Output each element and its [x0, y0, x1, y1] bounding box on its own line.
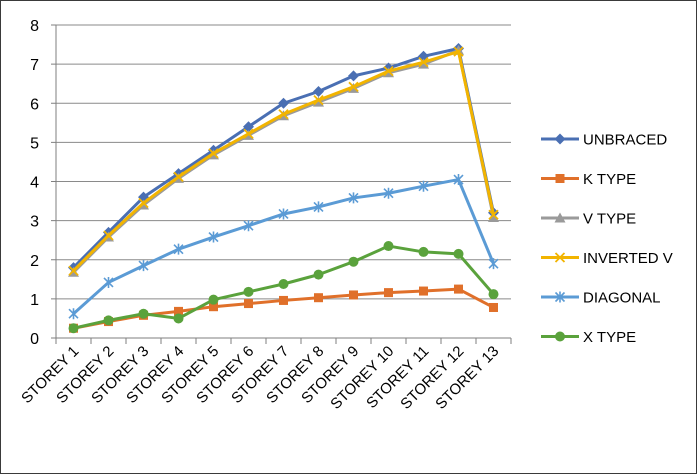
triangle-marker — [554, 212, 566, 223]
star-marker — [348, 192, 359, 204]
series-line-inverted-v — [72, 50, 495, 272]
circle-marker — [208, 294, 219, 305]
series-line-v-type — [72, 48, 495, 274]
x-marker — [138, 197, 149, 209]
y-tick-label: 3 — [30, 214, 39, 231]
star-marker — [278, 208, 289, 220]
series-unbraced — [68, 42, 499, 274]
star-marker — [208, 231, 219, 243]
circle-marker — [278, 279, 289, 290]
square-marker — [555, 174, 565, 183]
circle-marker — [173, 313, 184, 324]
series-inverted-v — [68, 46, 499, 276]
star-marker — [488, 258, 499, 270]
x-marker — [208, 148, 219, 159]
x-marker — [173, 171, 184, 182]
y-tick-label: 1 — [30, 292, 39, 309]
circle-marker — [103, 315, 114, 326]
series-line-unbraced — [72, 46, 495, 269]
legend-item-v-type: V TYPE — [541, 211, 636, 228]
x-marker — [348, 81, 359, 92]
x-marker — [554, 252, 566, 263]
triangle-marker — [488, 211, 499, 222]
gridlines — [56, 24, 511, 300]
star-marker — [173, 243, 184, 255]
series-line-diagonal — [72, 178, 495, 315]
circle-marker — [68, 323, 79, 334]
star-marker — [418, 180, 429, 192]
series-x-type — [68, 241, 499, 334]
star-marker — [554, 291, 566, 303]
square-marker — [419, 286, 428, 296]
star-marker — [383, 187, 394, 199]
y-tick-label: 5 — [30, 135, 39, 152]
x-marker — [418, 57, 429, 68]
x-marker — [488, 209, 499, 220]
series-lines — [68, 42, 499, 334]
star-marker — [453, 174, 464, 186]
legend-item-inverted-v: INVERTED V — [541, 250, 673, 267]
y-tick-label: 7 — [30, 57, 39, 74]
star-marker — [313, 201, 324, 213]
diamond-marker — [278, 97, 289, 109]
series-v-type — [68, 44, 499, 277]
legend-label: INVERTED V — [583, 250, 673, 267]
x-marker — [278, 109, 289, 120]
diamond-marker — [554, 133, 566, 145]
circle-marker — [138, 308, 149, 319]
diamond-marker — [348, 70, 359, 82]
x-marker — [453, 46, 464, 57]
square-marker — [314, 293, 323, 303]
star-marker — [68, 308, 79, 320]
circle-marker — [418, 246, 429, 257]
legend-label: V TYPE — [583, 211, 636, 228]
square-marker — [384, 288, 393, 298]
x-marker — [313, 94, 324, 106]
square-marker — [209, 302, 218, 312]
square-marker — [174, 306, 183, 316]
circle-marker — [488, 289, 499, 300]
square-marker — [349, 290, 358, 300]
square-marker — [279, 295, 288, 305]
circle-marker — [453, 248, 464, 259]
legend-label: X TYPE — [583, 329, 636, 346]
star-marker — [243, 220, 254, 232]
circle-marker — [348, 256, 359, 267]
legend-label: UNBRACED — [583, 132, 667, 149]
square-marker — [489, 302, 498, 312]
x-marker — [383, 66, 394, 77]
legend-item-k-type: K TYPE — [541, 171, 636, 188]
square-marker — [454, 284, 463, 294]
legend-item-x-type: X TYPE — [541, 329, 636, 346]
circle-marker — [383, 241, 394, 252]
circle-marker — [555, 331, 565, 342]
y-tick-label: 4 — [30, 175, 39, 192]
y-tick-label: 0 — [30, 331, 39, 348]
series-diagonal — [68, 174, 499, 320]
y-tick-label: 6 — [30, 96, 39, 113]
legend-item-unbraced: UNBRACED — [541, 132, 667, 149]
x-marker — [68, 265, 79, 276]
legend-item-diagonal: DIAGONAL — [541, 290, 661, 307]
star-marker — [103, 276, 114, 288]
legend-label: K TYPE — [583, 171, 636, 188]
diamond-marker — [313, 86, 324, 98]
y-tick-label: 8 — [30, 18, 39, 35]
circle-marker — [243, 286, 254, 297]
legend-label: DIAGONAL — [583, 290, 661, 307]
square-marker — [244, 299, 253, 309]
x-marker — [243, 128, 254, 139]
series-k-type — [69, 284, 498, 333]
series-line-k-type — [73, 287, 495, 330]
star-marker — [138, 260, 149, 272]
y-tick-label: 2 — [30, 253, 39, 270]
circle-marker — [313, 269, 324, 280]
diamond-marker — [243, 121, 254, 133]
legend: UNBRACED K TYPE V TYPE INVERTED V DIAGONAL X … — [541, 132, 673, 346]
x-marker — [103, 230, 114, 241]
